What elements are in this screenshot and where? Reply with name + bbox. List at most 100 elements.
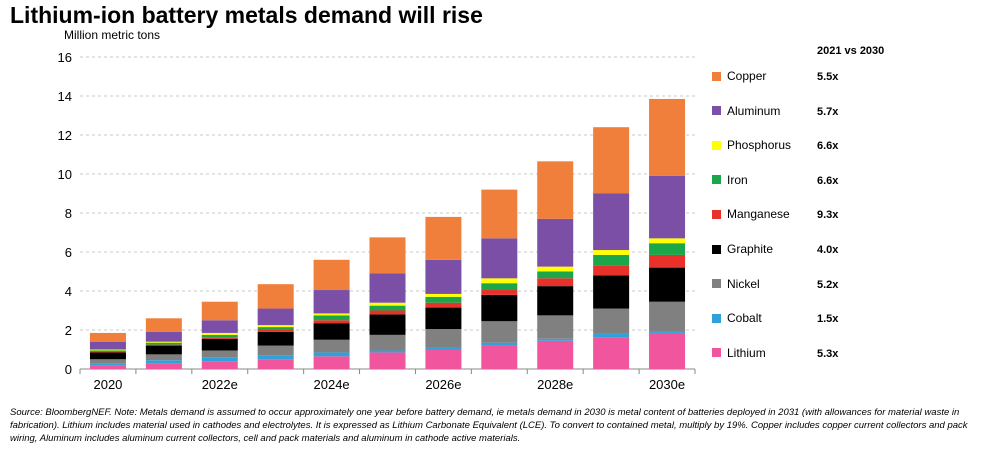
bar-segment-manganese <box>649 254 686 268</box>
bar-segment-cobalt <box>369 350 406 353</box>
growth-multiplier-lithium: 5.3x <box>817 347 839 360</box>
bar-segment-phosphorus <box>425 293 462 297</box>
bar-segment-copper <box>369 237 406 274</box>
bar-segment-phosphorus <box>89 349 126 351</box>
bar-segment-iron <box>649 243 686 255</box>
growth-multiplier-iron: 6.6x <box>817 174 839 187</box>
legend-label: Phosphorus <box>727 138 792 153</box>
bar-segment-nickel <box>537 315 574 339</box>
x-tick-label: 2030e <box>649 377 685 392</box>
bar-segment-graphite <box>313 323 350 340</box>
legend-item-phosphorus: Phosphorus <box>712 138 791 152</box>
bar-segment-graphite <box>89 352 126 360</box>
bar-segment-cobalt <box>649 330 686 333</box>
bar-segment-manganese <box>425 302 462 308</box>
bar-segment-iron <box>313 315 350 321</box>
legend-item-iron: Iron <box>712 173 748 187</box>
stacked-bar-chart: 0 2 4 6 8 10 12 14 16 2020 2022e 2024e 2026e 2028e 203… <box>58 50 696 392</box>
bar-segment-manganese <box>593 265 630 276</box>
bar-segment-phosphorus <box>257 325 294 328</box>
legend-label: Aluminum <box>727 103 781 118</box>
bar-segment-lithium <box>257 359 294 369</box>
bar-segment-copper <box>593 127 630 194</box>
bar-segment-aluminum <box>537 218 574 267</box>
legend-item-graphite: Graphite <box>712 242 773 256</box>
legend-item-lithium: Lithium <box>712 346 766 360</box>
bar-segment-manganese <box>369 310 406 315</box>
bar-segment-manganese <box>313 320 350 324</box>
bar-segment-iron <box>425 296 462 303</box>
bar-segment-aluminum <box>369 273 406 303</box>
bar-segment-aluminum <box>593 193 630 251</box>
bar-segment-copper <box>481 189 518 239</box>
growth-multiplier-cobalt: 1.5x <box>817 313 839 326</box>
bar-segment-graphite <box>257 331 294 346</box>
legend-swatch <box>712 175 721 185</box>
y-tick-label: 12 <box>58 128 72 143</box>
y-tick-label: 0 <box>65 362 72 377</box>
bar-segment-cobalt <box>201 357 238 362</box>
bar-segment-lithium <box>201 361 238 369</box>
bar-segment-aluminum <box>89 341 126 350</box>
bar-segment-phosphorus <box>369 302 406 306</box>
bar-segment-cobalt <box>89 363 126 366</box>
bar-segment-phosphorus <box>537 266 574 272</box>
legend-label: Cobalt <box>727 311 762 326</box>
bar-segment-manganese <box>257 330 294 332</box>
y-tick-label: 2 <box>65 323 72 338</box>
y-tick-label: 14 <box>58 89 72 104</box>
bar-segment-aluminum <box>425 259 462 294</box>
bar-segment-nickel <box>481 321 518 343</box>
bar-segment-iron <box>537 271 574 279</box>
legend-swatch <box>712 279 721 289</box>
legend-label: Graphite <box>727 242 774 256</box>
bar-segment-nickel <box>369 334 406 351</box>
growth-multiplier-phosphorus: 6.6x <box>817 140 839 153</box>
bar-segment-lithium <box>425 349 462 369</box>
bar-segment-lithium <box>313 356 350 369</box>
bar-segment-iron <box>369 305 406 311</box>
x-tick-label: 2028e <box>537 377 573 392</box>
bar-segment-lithium <box>145 363 182 369</box>
legend-item-aluminum: Aluminum <box>712 104 780 118</box>
y-tick-label: 6 <box>65 245 72 260</box>
legend-label: Lithium <box>727 345 766 360</box>
bar-segment-graphite <box>481 294 518 322</box>
bar-segment-cobalt <box>145 360 182 364</box>
bar-segment-manganese <box>201 337 238 339</box>
bar-segment-nickel <box>201 350 238 358</box>
bar-segment-copper <box>201 301 238 321</box>
bar-segment-copper <box>313 259 350 291</box>
bar-segment-lithium <box>649 332 686 369</box>
growth-multiplier-manganese: 9.3x <box>817 209 839 222</box>
bar-segment-cobalt <box>425 347 462 350</box>
bar-segment-copper <box>425 216 462 260</box>
bar-segment-graphite <box>593 275 630 309</box>
bar-segment-cobalt <box>593 333 630 338</box>
bar-segment-iron <box>89 350 126 352</box>
bar-segment-aluminum <box>313 290 350 314</box>
bar-segment-graphite <box>145 345 182 355</box>
footnote: Source: BloombergNEF. Note: Metals deman… <box>10 407 968 444</box>
legend-swatch <box>712 348 721 358</box>
x-tick-label: 2026e <box>425 377 461 392</box>
bar-segment-manganese <box>481 290 518 295</box>
bar-segment-nickel <box>649 301 686 331</box>
bar-segment-phosphorus <box>481 278 518 284</box>
bar-segment-nickel <box>145 354 182 361</box>
comparison-header: 2021 vs 2030 <box>817 45 885 57</box>
bar-segment-graphite <box>369 314 406 335</box>
bar-segment-copper <box>89 332 126 342</box>
bar-segment-nickel <box>89 359 126 364</box>
bar-segment-nickel <box>593 308 630 334</box>
bar-segment-copper <box>649 98 686 176</box>
bar-segment-phosphorus <box>313 313 350 316</box>
legend-label: Manganese <box>727 207 790 222</box>
bar-segment-lithium <box>89 365 126 369</box>
bar-segment-manganese <box>89 351 126 353</box>
bar-segment-phosphorus <box>145 341 182 343</box>
bar-segment-iron <box>145 342 182 345</box>
legend-label: Nickel <box>727 276 760 291</box>
bar-segment-manganese <box>537 278 574 287</box>
bar-segment-copper <box>537 161 574 219</box>
